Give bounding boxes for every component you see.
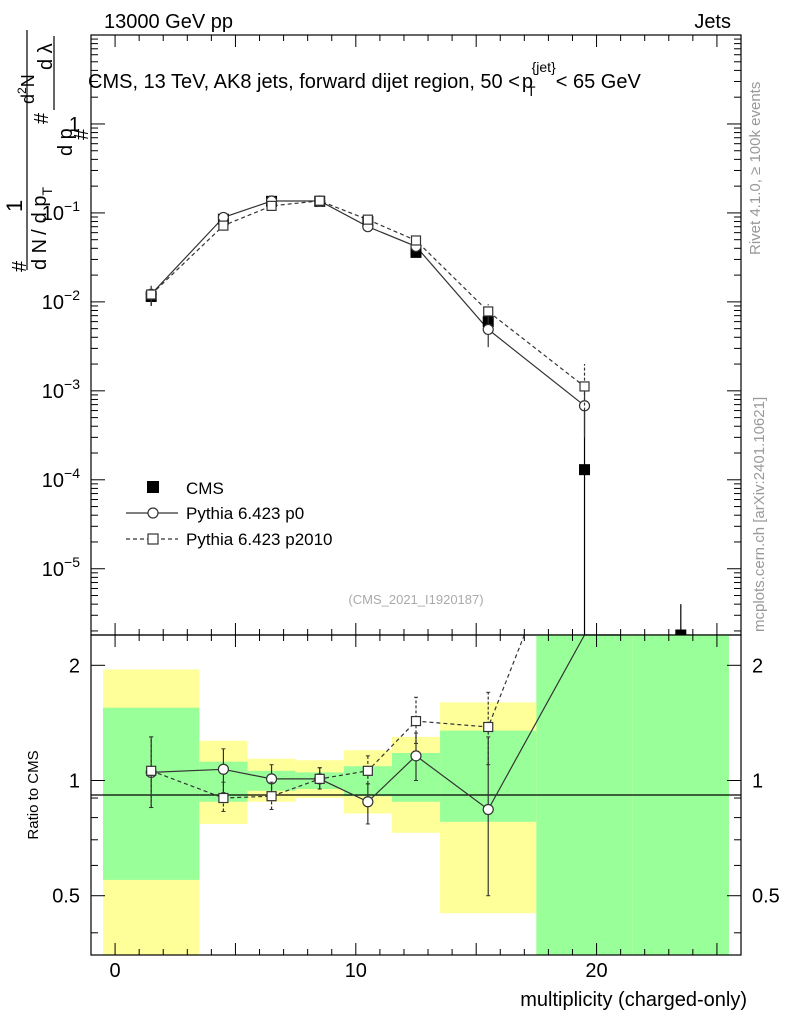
ratio-ytick-label-left-2: 2	[69, 655, 80, 677]
ratio-ytick-label-right-2: 2	[752, 655, 763, 677]
main-point-2-3	[314, 195, 325, 206]
ratio-ytick-label-left-1: 1	[69, 771, 80, 793]
ratio-ylabel: Ratio to CMS	[25, 750, 42, 839]
ratio-plot-panel: 0.5 0.51 12 20 10 20	[52, 634, 780, 982]
main-point-2-5	[410, 235, 422, 246]
ratio-ytick-label-left-0: 0.5	[52, 886, 80, 908]
main-point-2-4	[362, 214, 373, 225]
main-plot-panel: 1 10−1 10−2 10−3 10−4 10−5	[42, 34, 742, 641]
main-point-1-7	[578, 400, 591, 412]
ylabel-denominator: d N / d pT	[29, 187, 55, 271]
ratio-line-1	[150, 634, 525, 799]
title-sub: T	[527, 83, 536, 99]
main-point-2-0	[146, 289, 157, 300]
plot-title: CMS, 13 TeV, AK8 jets, forward dijet reg…	[88, 59, 641, 99]
legend-marker-p0	[147, 507, 159, 519]
main-point-2-6	[483, 306, 494, 317]
ylabel-den-sep: /	[29, 229, 51, 235]
ylabel-den-sub: T	[39, 187, 55, 196]
legend-label-cms: CMS	[186, 479, 224, 498]
ylabel-num-sup: 2	[15, 87, 29, 94]
ratio-frame	[90, 634, 742, 956]
title-sup: {jet}	[532, 59, 556, 75]
ratio-point-0-1	[217, 763, 230, 775]
main-line-2	[150, 200, 585, 387]
main-point-0-7	[579, 464, 591, 476]
legend-label-p0: Pythia 6.423 p0	[186, 504, 304, 523]
ratio-point-1-3	[314, 773, 325, 784]
ylabel-den-a: d N	[29, 239, 51, 270]
xtick-label-1: 10	[345, 960, 367, 982]
legend: CMS Pythia 6.423 p0 Pythia 6.423 p2010	[126, 479, 333, 549]
ratio-point-0-6	[482, 803, 494, 816]
ylabel-den-b: d p	[29, 196, 51, 224]
ratio-point-1-5	[410, 715, 422, 727]
legend-label-p2010: Pythia 6.423 p2010	[186, 530, 333, 549]
ratio-point-1-2	[266, 791, 277, 802]
header-right: Jets	[694, 11, 731, 33]
legend-marker-p2010	[147, 533, 159, 545]
ylabel-one: 1	[2, 200, 27, 212]
ratio-ytick-label-right-0: 0.5	[752, 886, 780, 908]
ratio-point-1-0	[146, 765, 157, 776]
ylabel-hash3: #	[71, 128, 93, 140]
main-ytick-label-5: 10−5	[42, 554, 80, 581]
x-axis-label: multiplicity (charged-only)	[520, 989, 747, 1011]
ylabel-num-main: d	[18, 94, 38, 104]
ylabel-den-c: d p	[55, 128, 77, 156]
main-ytick-label-0: 1	[69, 114, 80, 136]
xtick-label-2: 20	[585, 960, 607, 982]
mcplots-label: mcplots.cern.ch [arXiv:2401.10621]	[751, 397, 768, 632]
ratio-point-0-4	[362, 796, 374, 808]
ratio-ytick-label-right-1: 1	[752, 771, 763, 793]
ratio-point-1-6	[483, 721, 494, 733]
title-main: CMS, 13 TeV, AK8 jets, forward dijet reg…	[88, 71, 520, 93]
xtick-label-0: 0	[110, 960, 121, 982]
header-left: 13000 GeV pp	[104, 11, 233, 33]
main-ytick-label-1: 10−1	[42, 198, 80, 225]
main-ytick-label-3: 10−3	[42, 376, 80, 403]
ratio-point-1-4	[362, 765, 373, 776]
ratio-point-1-1	[218, 792, 229, 804]
main-point-1-6	[482, 323, 494, 336]
main-point-2-7	[579, 381, 590, 392]
ylabel-hash1: #	[9, 260, 31, 272]
ylabel-num-tail: N	[18, 74, 38, 87]
title-p: p	[522, 71, 533, 93]
ratio-series-layer	[145, 634, 621, 897]
main-series-layer	[145, 195, 687, 641]
ratio-point-0-5	[410, 750, 422, 762]
ratio-axis-ticks: 0.5 0.51 12 20 10 20	[52, 635, 780, 982]
main-point-2-2	[266, 200, 277, 211]
main-axis-ticks: 1 10−1 10−2 10−3 10−4 10−5	[42, 35, 741, 635]
ylabel-den-d: d λ	[35, 43, 57, 70]
main-ytick-label-2: 10−2	[42, 287, 80, 314]
rivet-label: Rivet 4.1.0, ≥ 100k events	[747, 82, 764, 255]
analysis-watermark: (CMS_2021_I1920187)	[348, 592, 483, 607]
main-ylabel: # 1 d N/d pT # d2N d p d λ #	[2, 30, 93, 272]
main-point-2-1	[218, 220, 229, 231]
title-end: < 65 GeV	[556, 71, 642, 93]
main-ytick-label-4: 10−4	[42, 465, 80, 492]
legend-marker-cms	[147, 481, 159, 493]
ratio-uncertainty-bands	[103, 635, 729, 955]
ylabel-hash2: #	[31, 112, 53, 124]
main-line-1	[150, 200, 585, 407]
ylabel-numerator: d2N	[15, 74, 38, 104]
